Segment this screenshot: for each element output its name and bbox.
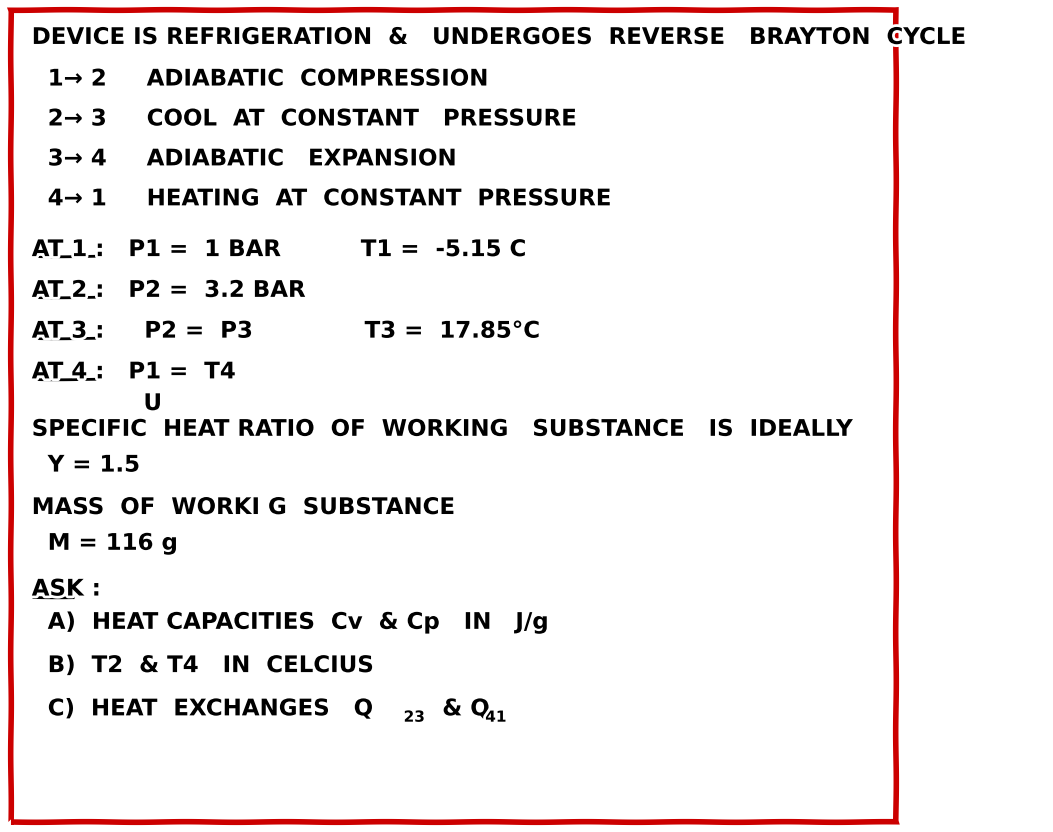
Text: C)  HEAT  EXCHANGES   Q: C) HEAT EXCHANGES Q bbox=[32, 697, 373, 721]
Text: 2→ 3     COOL  AT  CONSTANT   PRESSURE: 2→ 3 COOL AT CONSTANT PRESSURE bbox=[32, 107, 577, 131]
Text: B)  T2  & T4   IN  CELCIUS: B) T2 & T4 IN CELCIUS bbox=[32, 654, 374, 677]
Text: SPECIFIC  HEAT RATIO  OF  WORKING   SUBSTANCE   IS  IDEALLY: SPECIFIC HEAT RATIO OF WORKING SUBSTANCE… bbox=[32, 418, 852, 441]
Text: U: U bbox=[32, 392, 162, 415]
Text: M = 116 g: M = 116 g bbox=[32, 532, 178, 555]
Text: 3→ 4     ADIABATIC   EXPANSION: 3→ 4 ADIABATIC EXPANSION bbox=[32, 147, 457, 171]
Text: 4→ 1     HEATING  AT  CONSTANT  PRESSURE: 4→ 1 HEATING AT CONSTANT PRESSURE bbox=[32, 187, 612, 210]
Text: ASK :: ASK : bbox=[32, 577, 101, 601]
Text: Y = 1.5: Y = 1.5 bbox=[32, 453, 140, 477]
Text: DEVICE IS REFRIGERATION  &   UNDERGOES  REVERSE   BRAYTON  CYCLE: DEVICE IS REFRIGERATION & UNDERGOES REVE… bbox=[32, 26, 966, 49]
Text: 1→ 2     ADIABATIC  COMPRESSION: 1→ 2 ADIABATIC COMPRESSION bbox=[32, 67, 489, 91]
Text: & Q: & Q bbox=[426, 697, 490, 721]
Text: MASS  OF  WORKI G  SUBSTANCE: MASS OF WORKI G SUBSTANCE bbox=[32, 496, 455, 519]
Text: A)  HEAT CAPACITIES  Cv  & Cp   IN   J/g: A) HEAT CAPACITIES Cv & Cp IN J/g bbox=[32, 611, 549, 634]
Text: 41: 41 bbox=[485, 710, 506, 725]
Text: AT 4 :   P1 =  T4: AT 4 : P1 = T4 bbox=[32, 360, 236, 384]
Text: AT 3 :     P2 =  P3              T3 =  17.85°C: AT 3 : P2 = P3 T3 = 17.85°C bbox=[32, 319, 540, 343]
Text: AT 2 :   P2 =  3.2 BAR: AT 2 : P2 = 3.2 BAR bbox=[32, 279, 305, 302]
Text: 23: 23 bbox=[403, 710, 425, 725]
Text: AT 1 :   P1 =  1 BAR          T1 =  -5.15 C: AT 1 : P1 = 1 BAR T1 = -5.15 C bbox=[32, 238, 526, 261]
